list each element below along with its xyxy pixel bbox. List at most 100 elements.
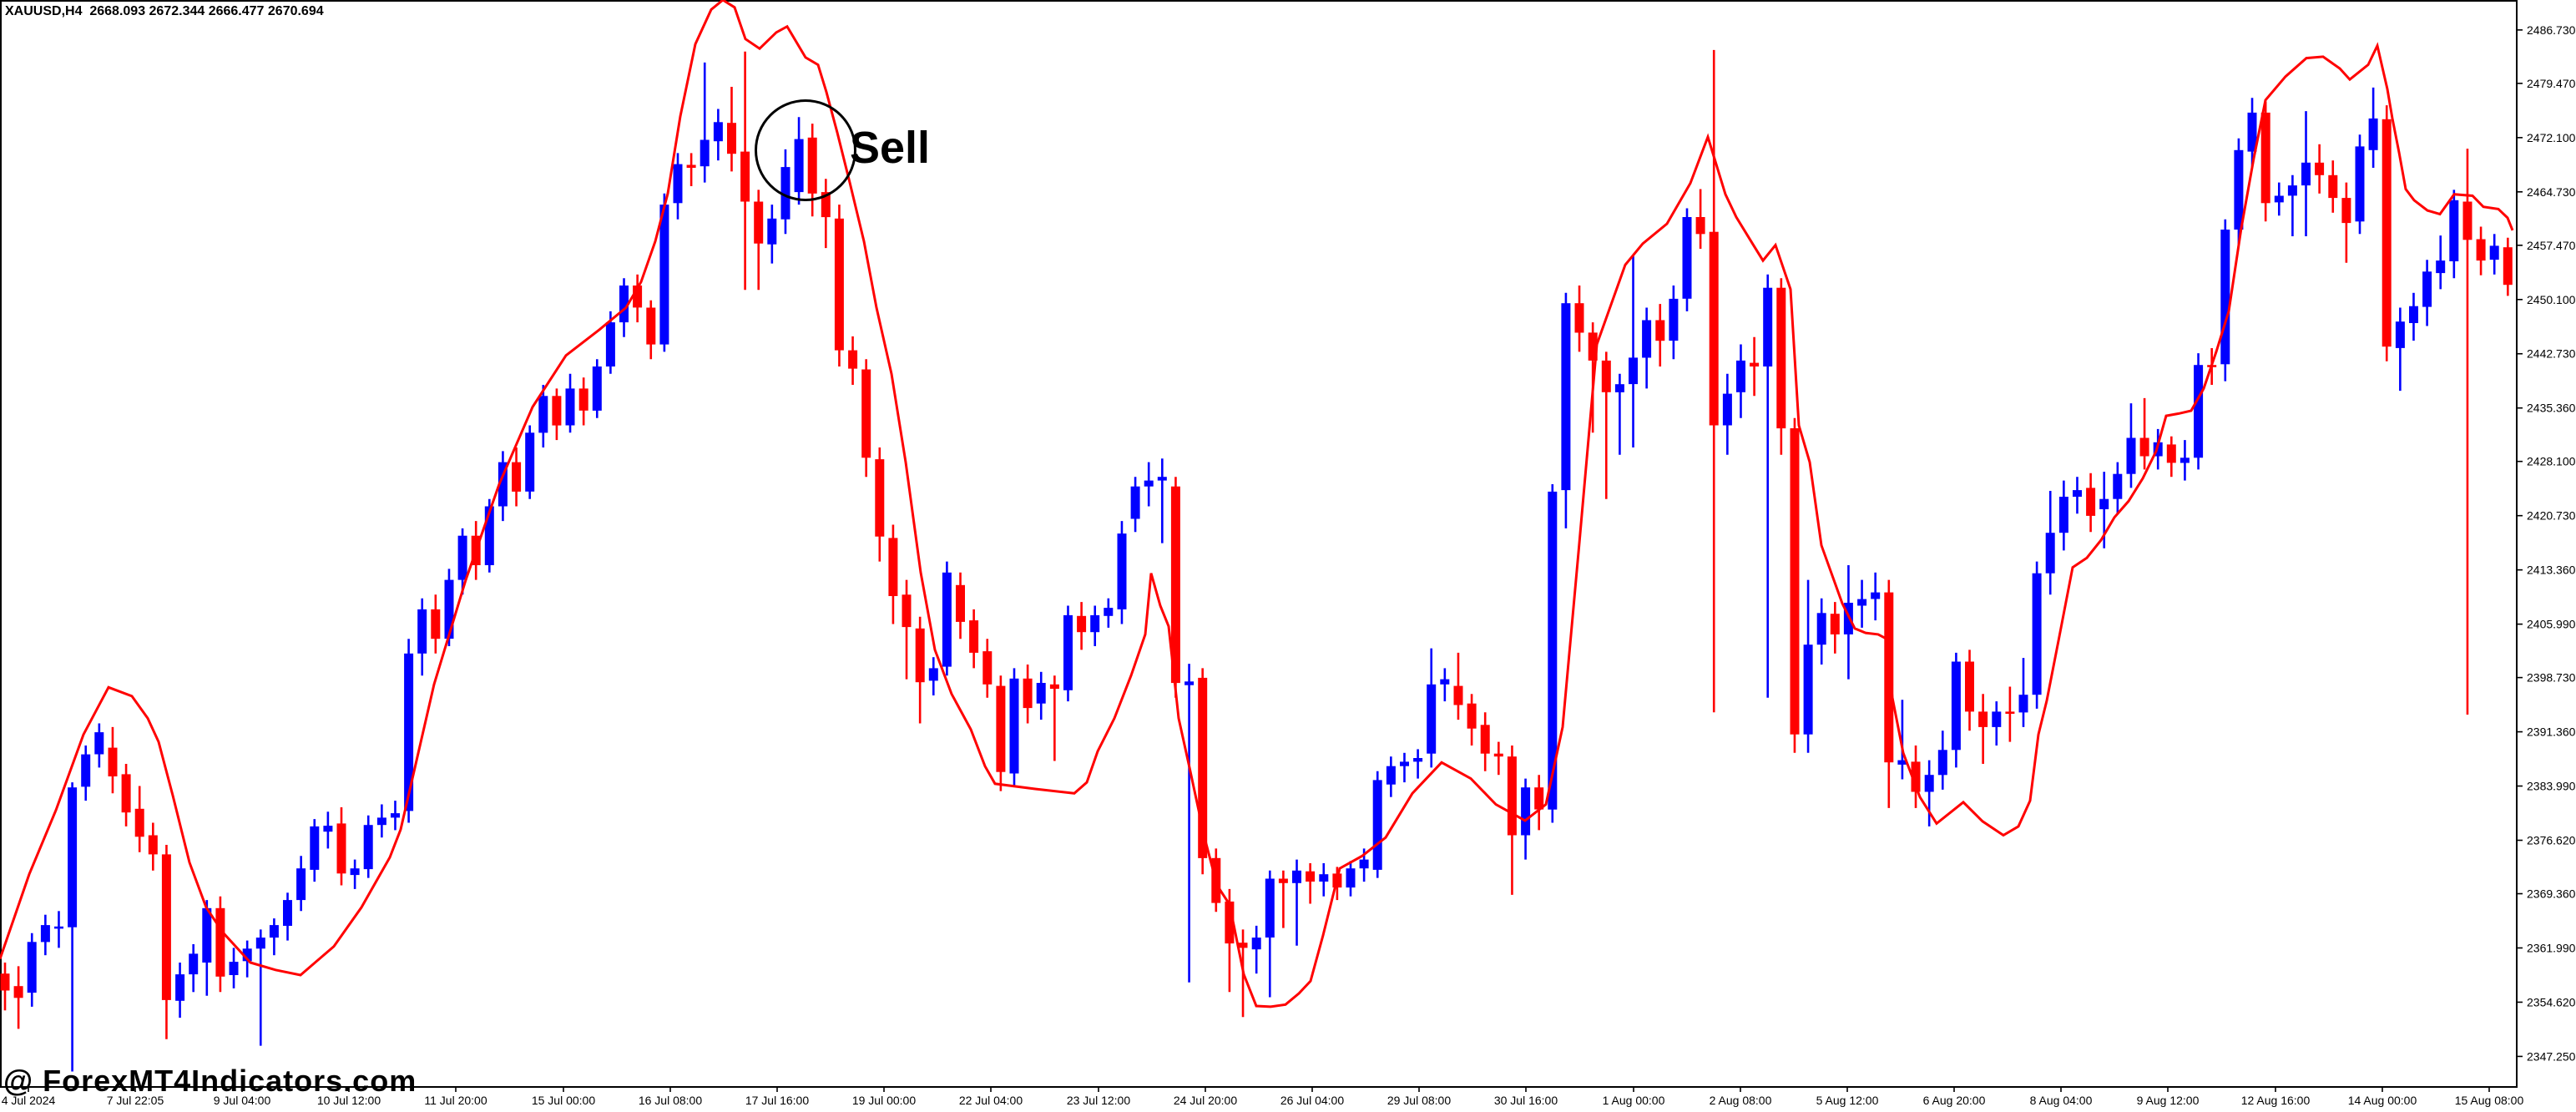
- candle-body: [1077, 615, 1087, 633]
- time-tick-label: 14 Aug 00:00: [2348, 1094, 2417, 1107]
- price-tick-label: 2361.990: [2527, 941, 2576, 954]
- candle-body: [525, 432, 535, 492]
- candle-body: [821, 192, 831, 218]
- time-tick-label: 7 Jul 22:05: [107, 1094, 164, 1107]
- candle-body: [2234, 149, 2244, 230]
- candle-body: [1548, 491, 1558, 810]
- candle-body: [2315, 162, 2325, 175]
- ohlc-info-line: XAUUSD,H4 2668.093 2672.344 2666.477 267…: [5, 4, 324, 18]
- candle-body: [2395, 321, 2405, 348]
- candle-body: [686, 164, 696, 168]
- candle-body: [1049, 684, 1059, 690]
- candle-body: [13, 986, 23, 998]
- candle-body: [0, 973, 10, 991]
- candle-body: [1372, 780, 1382, 870]
- candle-body: [1507, 756, 1517, 836]
- candle-body: [215, 907, 225, 977]
- candle-body: [242, 948, 252, 962]
- time-tick-label: 22 Jul 04:00: [959, 1094, 1023, 1107]
- candle-body: [1225, 901, 1235, 944]
- candle-body: [1198, 677, 1208, 858]
- candle-body: [605, 322, 615, 366]
- price-tick-label: 2391.360: [2527, 725, 2576, 739]
- price-tick-label: 2376.620: [2527, 834, 2576, 847]
- watermark: @ ForexMT4Indicators.com: [3, 1064, 417, 1098]
- price-axis[interactable]: 2486.730 2479.470 2472.100 2464.730 2457.470…: [2517, 23, 2576, 1064]
- candle-body: [1346, 868, 1356, 888]
- candle-body: [1951, 661, 1961, 751]
- price-tick-label: 2479.470: [2527, 77, 2576, 90]
- candle-body: [255, 938, 265, 949]
- candle-body: [619, 286, 629, 323]
- time-tick-label: 16 Jul 08:00: [639, 1094, 702, 1107]
- candle-body: [1884, 592, 1894, 763]
- time-tick-label: 1 Aug 00:00: [1603, 1094, 1665, 1107]
- candle-body: [1978, 711, 1988, 727]
- candle-body: [54, 926, 63, 929]
- candle-body: [2005, 711, 2015, 714]
- time-axis[interactable]: 4 Jul 2024 7 Jul 22:05 9 Jul 04:00 10 Jul 1…: [2, 1087, 2524, 1107]
- price-tick-label: 2464.730: [2527, 185, 2576, 199]
- time-tick-label: 9 Aug 12:00: [2137, 1094, 2200, 1107]
- candle-body: [189, 953, 199, 975]
- candle-body: [148, 835, 158, 855]
- candle-body: [700, 139, 710, 167]
- candle-body: [1400, 761, 1409, 766]
- time-tick-label: 15 Jul 00:00: [532, 1094, 595, 1107]
- candle-body: [1629, 357, 1638, 385]
- candle-body: [1803, 644, 1813, 735]
- candle-body: [1453, 685, 1463, 705]
- candle-body: [2153, 442, 2163, 457]
- candle-body: [484, 506, 494, 565]
- candle-body: [713, 122, 723, 142]
- candle-body: [1830, 614, 1840, 634]
- candle-body: [673, 164, 683, 204]
- candle-body: [134, 808, 144, 837]
- candle-body: [578, 388, 588, 411]
- candle-body: [27, 942, 37, 993]
- candle-body: [1816, 613, 1826, 645]
- sell-signal-label: Sell: [850, 123, 931, 173]
- candle-body: [848, 350, 858, 369]
- price-tick-label: 2383.990: [2527, 780, 2576, 793]
- candle-body: [982, 651, 993, 685]
- time-tick-label: 15 Aug 08:00: [2455, 1094, 2524, 1107]
- candle-body: [1292, 870, 1301, 883]
- candle-body: [2328, 174, 2338, 199]
- candle-body: [969, 620, 979, 653]
- candle-body: [2422, 271, 2432, 307]
- price-tick-label: 2347.250: [2527, 1049, 2576, 1063]
- candle-body: [121, 774, 131, 813]
- candle-body: [1144, 480, 1154, 487]
- candle-body: [2194, 365, 2204, 458]
- candle-body: [1790, 428, 1800, 735]
- time-tick-label: 26 Jul 04:00: [1280, 1094, 1344, 1107]
- candle-body: [296, 868, 306, 901]
- candle-body: [350, 868, 360, 876]
- candle-body: [2247, 112, 2257, 152]
- time-tick-label: 19 Jul 00:00: [852, 1094, 916, 1107]
- candle-body: [2436, 260, 2446, 274]
- candle-body: [1722, 393, 1732, 426]
- candle-body: [512, 462, 522, 492]
- candle-body: [1521, 787, 1531, 836]
- candle-body: [1090, 614, 1100, 633]
- candle-body: [1319, 874, 1329, 882]
- candle-body: [1857, 599, 1867, 606]
- candle-body: [1386, 766, 1396, 785]
- candle-body: [1937, 750, 1947, 776]
- candle-body: [391, 813, 400, 818]
- time-tick-label: 2 Aug 08:00: [1710, 1094, 1772, 1107]
- candle-body: [2301, 162, 2311, 186]
- candle-body: [498, 462, 508, 507]
- candle-body: [1440, 679, 1450, 685]
- candle-body: [1588, 332, 1598, 361]
- candle-body: [431, 609, 441, 639]
- candle-body: [1157, 477, 1167, 481]
- time-tick-label: 8 Aug 04:00: [2030, 1094, 2093, 1107]
- candle-body: [552, 396, 562, 426]
- time-tick-label: 4 Jul 2024: [2, 1094, 56, 1107]
- candle-body: [2287, 185, 2297, 196]
- candle-body: [1601, 360, 1611, 392]
